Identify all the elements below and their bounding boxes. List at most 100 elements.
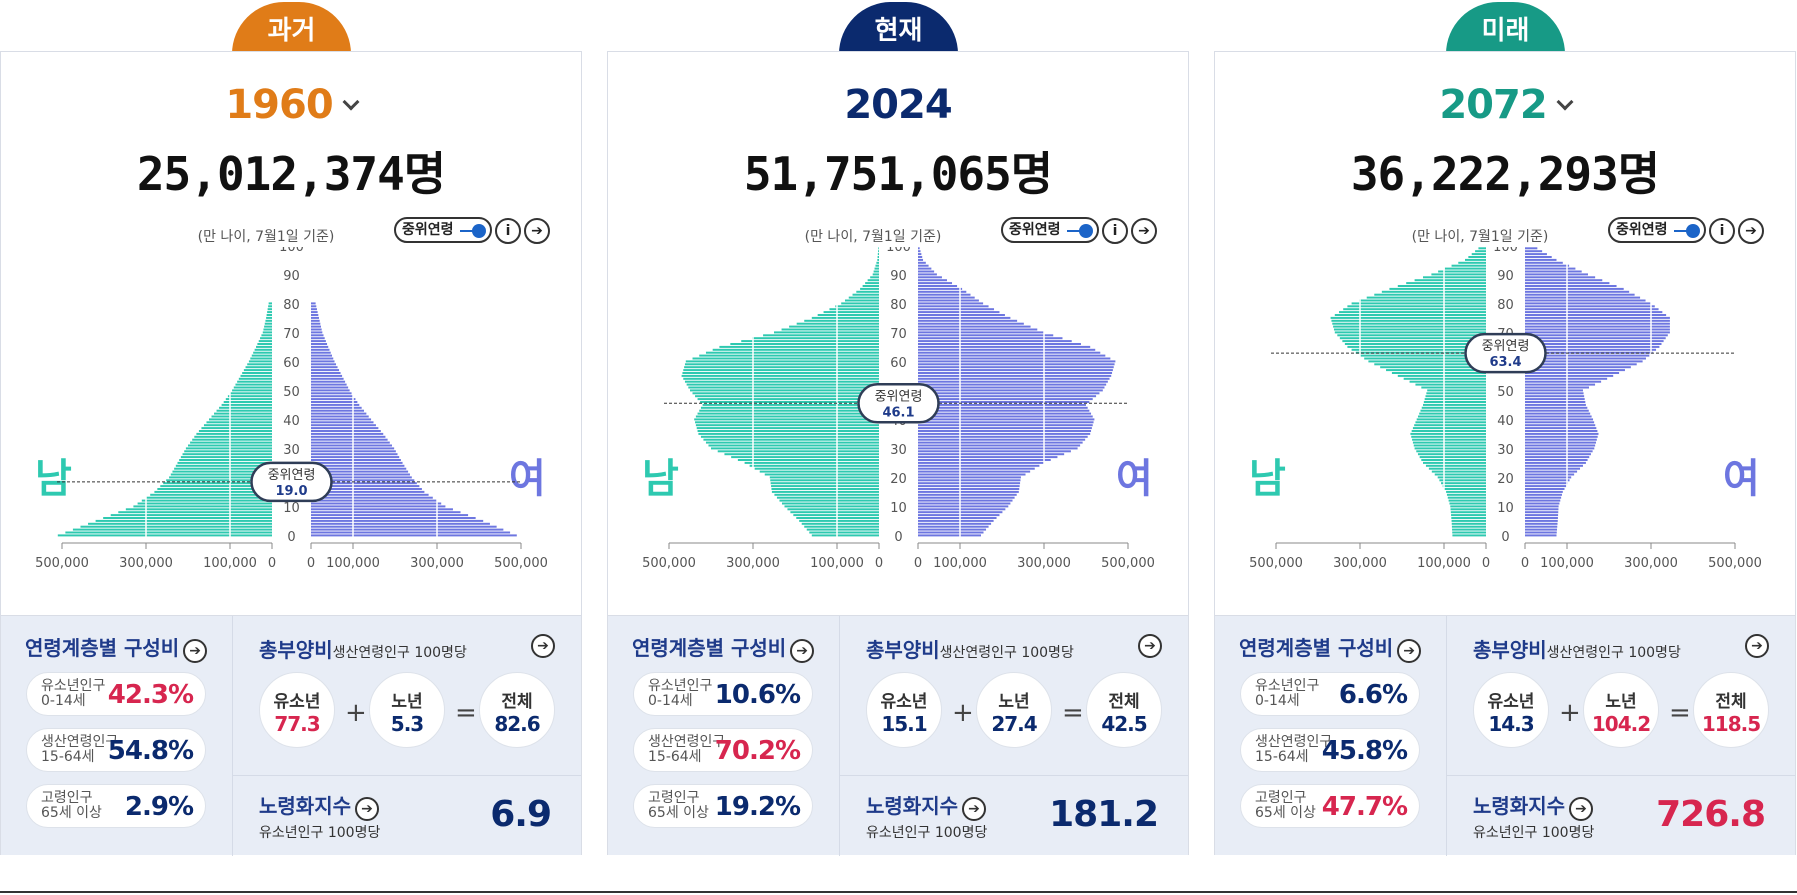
year-selector[interactable]: 1960 [1,82,581,128]
toggle-track [1067,230,1089,232]
info-icon[interactable]: i [1102,218,1128,244]
male-bar [192,438,272,441]
male-bar [154,490,272,493]
male-bar [1458,261,1486,264]
male-bar [190,441,272,444]
female-bar [1525,258,1557,261]
female-bar [311,470,409,473]
age-basis-note: (만 나이, 7월1일 기준) [197,229,335,245]
age-tick-label: 90 [283,269,300,284]
group-range: 65세 이상 [1255,805,1316,821]
female-bar [311,348,330,351]
group-range: 65세 이상 [41,805,102,821]
male-bar [1434,473,1486,476]
male-bar [796,322,879,325]
arrow-right-icon[interactable]: ➔ [1738,218,1764,244]
median-age-toggle[interactable]: 중위연령 [394,217,492,243]
dependency-label: 전체 [1108,692,1140,712]
female-bar [1525,534,1557,537]
female-bar [1525,302,1651,305]
arrow-right-icon[interactable]: ➔ [183,638,208,663]
year-label[interactable]: 1960 [225,82,333,128]
info-icon[interactable]: i [495,218,521,244]
female-bar [311,340,326,343]
female-bar [1525,435,1598,438]
arrow-right-icon[interactable]: ➔ [524,218,550,244]
era-tab[interactable]: 미래 [1446,2,1565,54]
female-bar [918,438,1086,441]
female-bar [311,456,400,459]
female-bar [1525,456,1590,459]
year-label[interactable]: 2072 [1439,82,1547,128]
female-bar [1525,467,1581,470]
male-bar [146,496,272,499]
era-tab[interactable]: 과거 [232,2,351,54]
female-bar [311,490,425,493]
male-bar [1342,340,1486,343]
male-bar [1411,430,1486,432]
female-bar [1525,519,1558,522]
arrow-right-icon[interactable]: ➔ [1569,796,1593,821]
male-bar [209,418,272,421]
toggle-knob[interactable] [1079,224,1093,238]
median-age-toggle[interactable]: 중위연령 [1001,217,1099,243]
female-bar [1525,256,1552,258]
male-bar [874,267,879,270]
arrow-right-icon[interactable]: ➔ [1138,634,1162,658]
group-range: 0-14세 [648,693,693,709]
toggle-knob[interactable] [1686,224,1700,238]
x-tick-label: 500,000 [35,556,89,571]
male-bar [230,392,272,395]
female-bar [918,488,1020,490]
female-bar [1525,389,1583,392]
chevron-down-icon[interactable] [1556,93,1574,111]
female-bar [1525,441,1596,444]
chevron-down-icon[interactable] [342,93,360,111]
arrow-right-icon[interactable]: ➔ [962,796,986,821]
aging-header: 노령화지수 ➔ [259,790,379,821]
dependency-elderly: 노년 5.3 [369,672,445,748]
male-bar [166,479,272,482]
median-age-toggle[interactable]: 중위연령 [1608,217,1706,243]
male-bar [695,415,879,418]
female-bar [1525,432,1599,435]
male-bar [235,383,272,386]
female-bar [1525,459,1588,461]
composition-value: 47.7% [1321,792,1408,822]
arrow-right-icon[interactable]: ➔ [1131,218,1157,244]
dependency-value: 27.4 [991,712,1037,736]
male-bar [1452,531,1486,534]
year-selector[interactable]: 2072 [1215,82,1795,128]
female-bar [311,525,497,528]
arrow-right-icon[interactable]: ➔ [355,796,379,821]
female-bar [918,534,981,537]
arrow-right-icon[interactable]: ➔ [1397,638,1422,663]
composition-elderly: 고령인구 65세 이상 2.9% [26,784,206,828]
female-bar [918,299,979,302]
toggle-knob[interactable] [472,224,486,238]
female-bar [311,459,401,461]
female-bar [1525,299,1646,302]
info-icon[interactable]: i [1709,218,1735,244]
era-tab[interactable]: 현재 [839,2,958,54]
female-bar [918,380,1108,383]
male-bar [872,273,879,276]
female-bar [311,369,340,372]
x-tick-label: 300,000 [726,556,780,571]
male-bar [1451,525,1486,528]
female-bar [1525,517,1558,519]
male-bar [1332,322,1486,325]
male-bar [201,427,272,430]
male-bar [878,250,879,253]
female-bar [1525,345,1660,348]
male-bar [1449,502,1486,505]
male-bar [243,369,272,372]
arrow-right-icon[interactable]: ➔ [531,634,555,658]
arrow-right-icon[interactable]: ➔ [790,638,815,663]
female-bar [311,302,316,305]
arrow-right-icon[interactable]: ➔ [1745,634,1769,658]
female-bar [311,363,337,366]
median-badge-value: 19.0 [275,484,307,499]
aging-title: 노령화지수 [259,794,351,818]
female-bar [1525,325,1670,328]
